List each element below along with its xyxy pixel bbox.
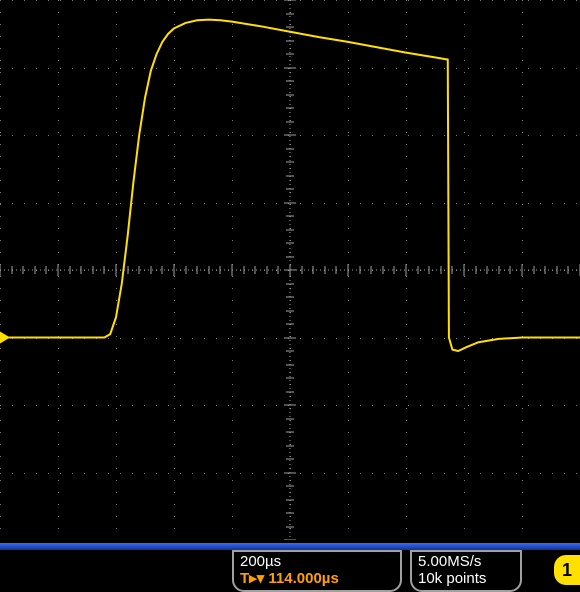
trigger-delay: 114.000µs [268, 570, 338, 587]
status-bar: 200µs T▸▾ 114.000µs 5.00MS/s 10k points … [0, 550, 580, 592]
timebase-value: 200µs [240, 553, 281, 570]
trigger-arrow-icon: ▸▾ [249, 570, 264, 587]
timebase-readout: 200µs T▸▾ 114.000µs [232, 550, 402, 592]
trigger-icon: T [240, 570, 249, 587]
channel-1-badge-label: 1 [562, 560, 572, 580]
separator-band [0, 540, 580, 550]
sample-readout: 5.00MS/s 10k points [410, 550, 522, 592]
oscilloscope-screen: 200µs T▸▾ 114.000µs 5.00MS/s 10k points … [0, 0, 580, 592]
waveform-plot-area [0, 0, 580, 540]
waveform-svg [0, 0, 580, 540]
sample-points: 10k points [418, 570, 486, 587]
sample-rate: 5.00MS/s [418, 553, 481, 570]
channel-1-badge: 1 [554, 555, 580, 585]
